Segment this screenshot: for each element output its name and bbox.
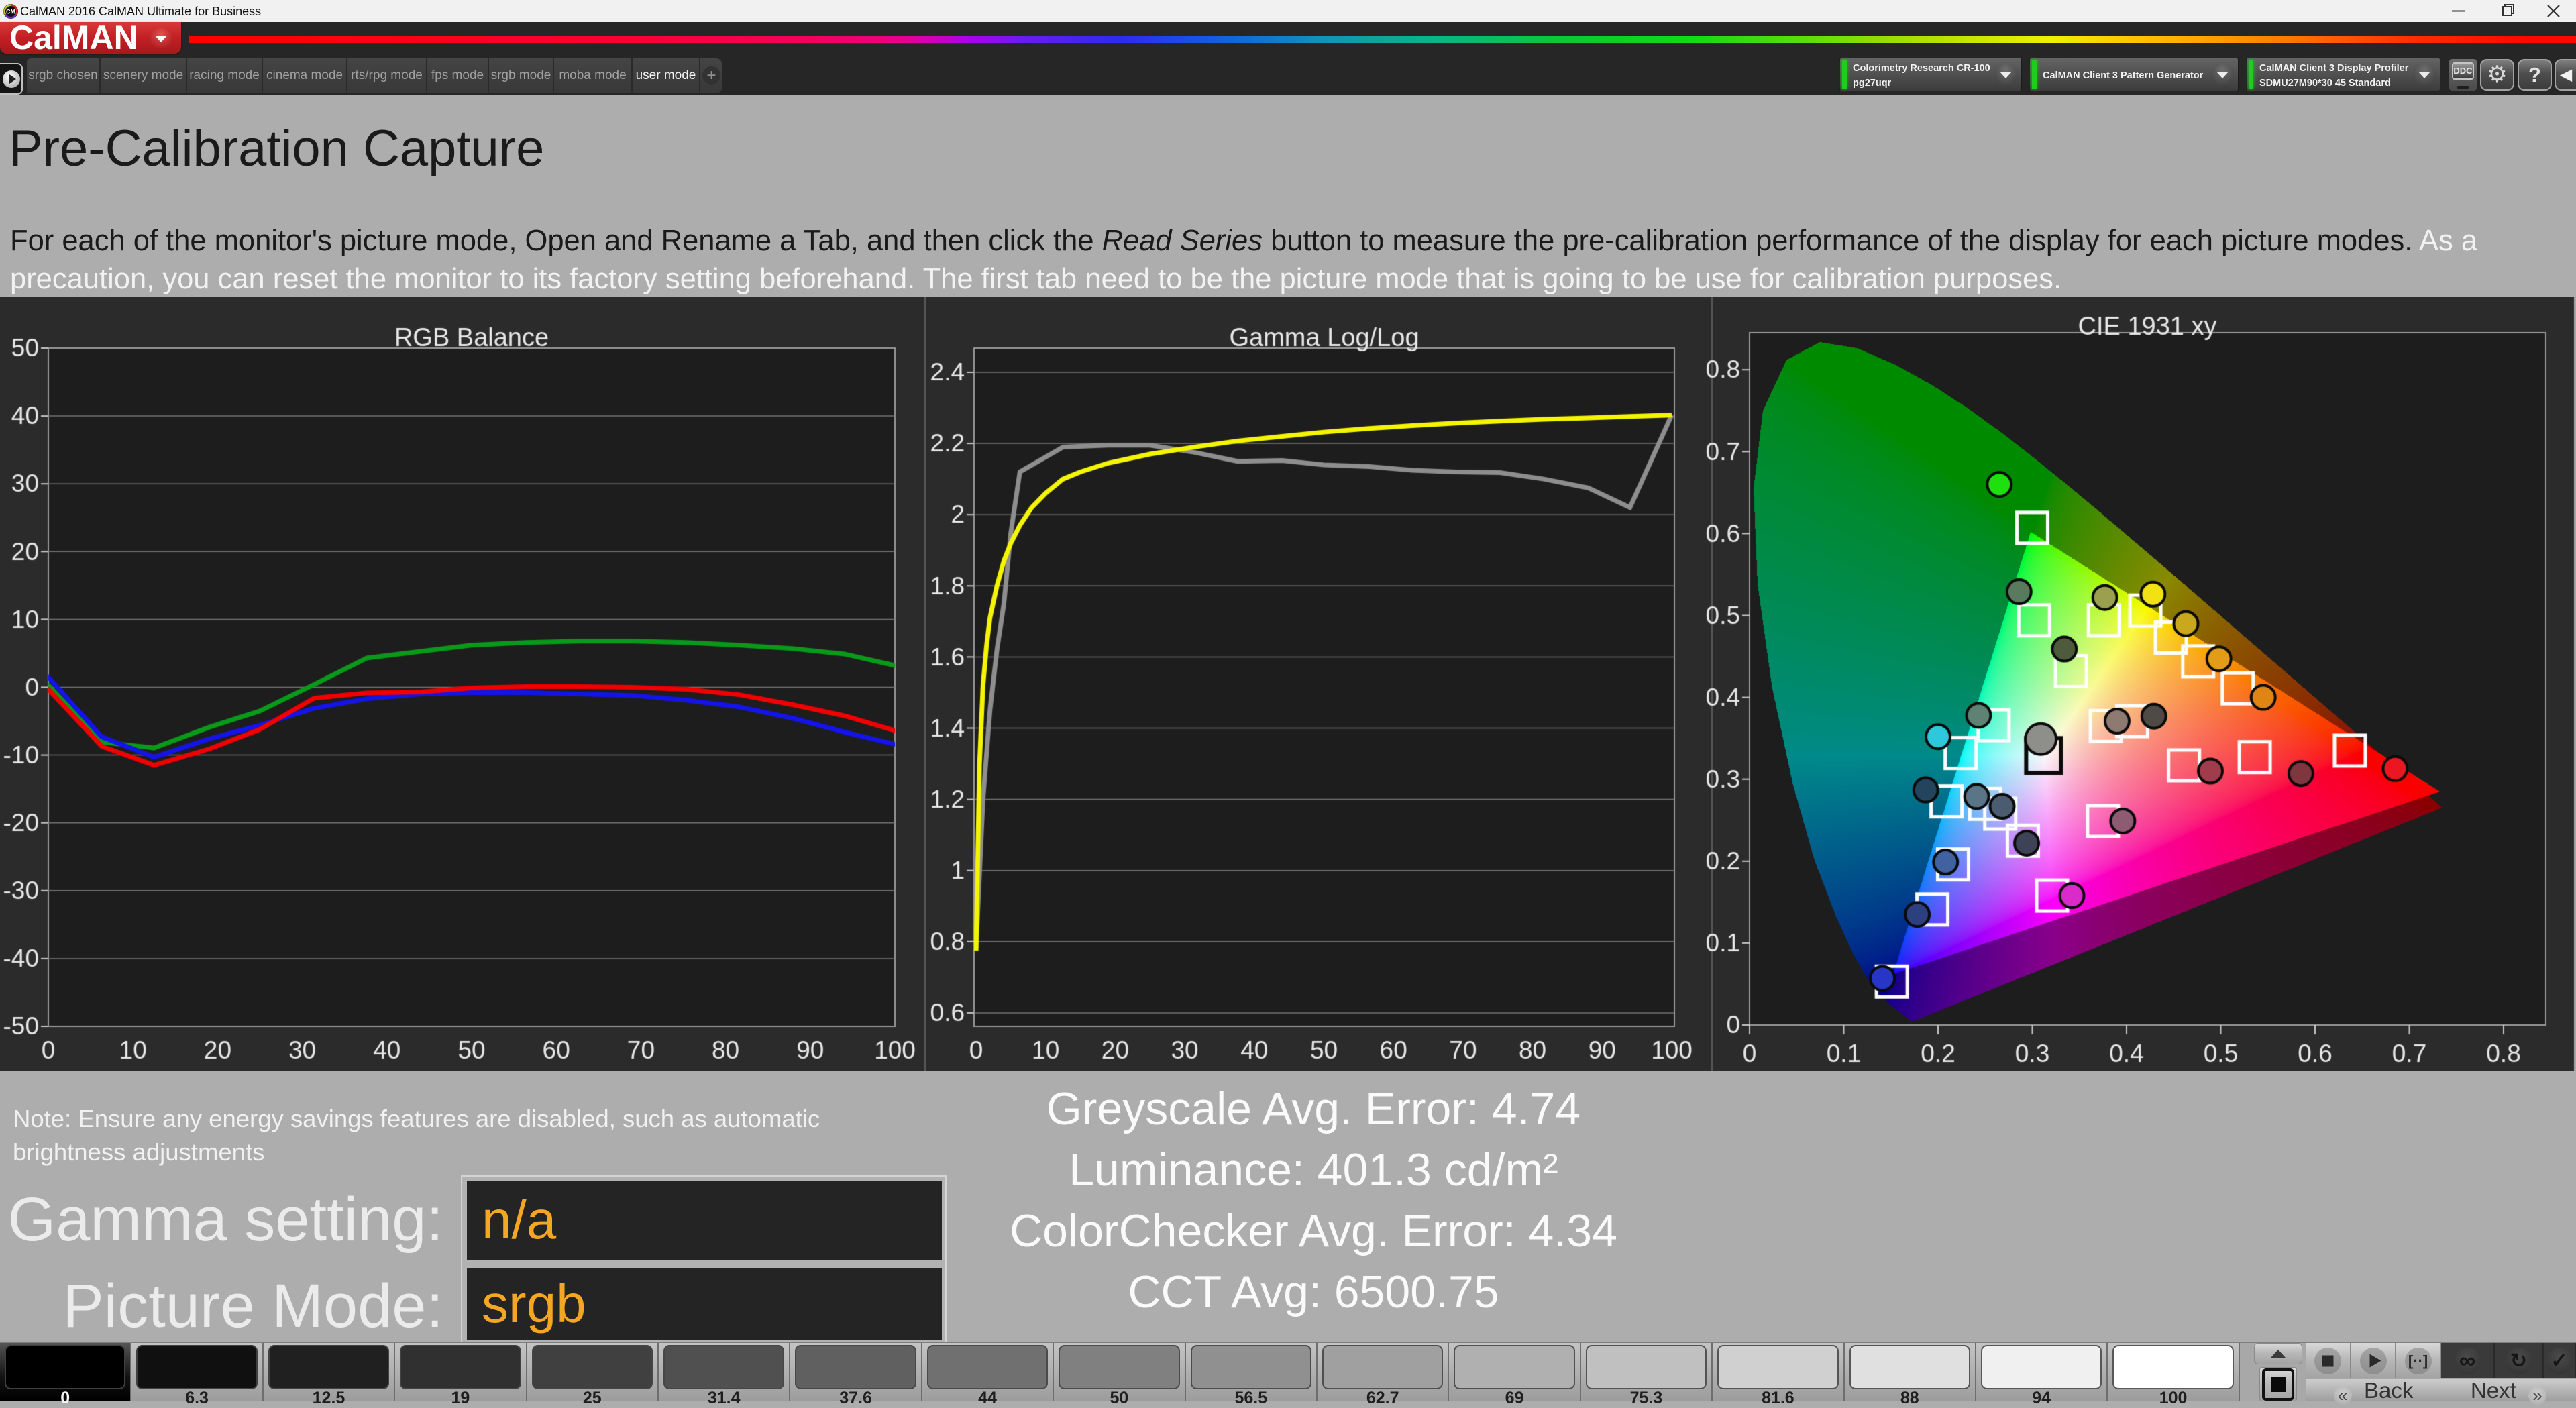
svg-text:CM: CM xyxy=(6,9,15,15)
